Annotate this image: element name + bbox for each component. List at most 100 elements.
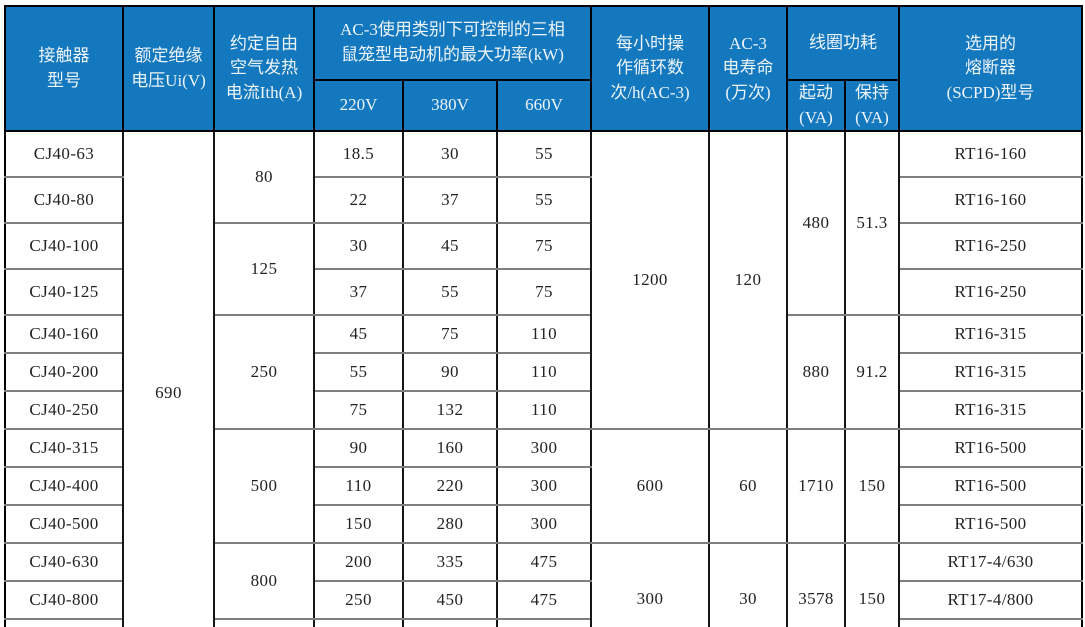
- ith-group-cell: 1000: [213, 618, 315, 627]
- power-380-cell: 160: [402, 428, 498, 469]
- model-cell: CJ40-100: [4, 222, 124, 271]
- power-660-cell: 300: [496, 466, 592, 507]
- table-row: CJ40-125 37 55 75 RT16-250: [4, 268, 1083, 317]
- insulation-voltage-cell: 690: [122, 130, 215, 627]
- power-660-cell: 300: [496, 428, 592, 469]
- table-row: CJ40-630 800 200 335 475 300 30 3578 150…: [4, 542, 1083, 627]
- cycles-group-cell: 1200: [590, 130, 710, 431]
- life-group-cell: 120: [708, 130, 788, 431]
- header-operating-cycles-per-hour: 每小时操 作循环数 次/h(AC-3): [590, 4, 710, 133]
- power-380-cell: 90: [402, 352, 498, 393]
- contactor-spec-table: 接触器 型号 额定绝缘 电压Ui(V) 约定自由 空气发热 电流Ith(A) A…: [4, 4, 1083, 627]
- power-380-cell: 30: [402, 130, 498, 179]
- fuse-cell: RT16-500: [898, 466, 1083, 507]
- coil-hold-group-cell: 91.2: [844, 314, 900, 431]
- power-380-cell: 625: [402, 618, 498, 627]
- fuse-cell: RT16-500: [898, 504, 1083, 545]
- table-row: CJ40-500 150 280 300 RT16-500: [4, 504, 1083, 545]
- table-row: CJ40-800 250 450 475 RT17-4/800: [4, 580, 1083, 621]
- fuse-cell: RT17-4/800: [898, 580, 1083, 621]
- fuse-cell: RT16-160: [898, 176, 1083, 225]
- power-380-cell: 450: [402, 580, 498, 621]
- subheader-coil-start-va: 起动 (VA): [786, 78, 846, 133]
- coil-hold-group-cell: 150: [844, 542, 900, 627]
- subheader-380v: 380V: [402, 78, 498, 133]
- model-cell: CJ40-80: [4, 176, 124, 225]
- model-cell: CJ40-125: [4, 268, 124, 317]
- power-220-cell: 75: [313, 390, 404, 431]
- power-660-cell: 75: [496, 222, 592, 271]
- table-row: CJ40-315 500 90 160 300 600 60 1710 150 …: [4, 428, 1083, 545]
- power-380-cell: 55: [402, 268, 498, 317]
- model-cell: CJ40-630: [4, 542, 124, 583]
- fuse-cell: RT17-4/630: [898, 542, 1083, 583]
- header-ac3-max-motor-power: AC-3使用类别下可控制的三相 鼠笼型电动机的最大功率(kW): [313, 5, 592, 81]
- power-220-cell: 45: [313, 314, 404, 355]
- power-220-cell: 30: [313, 222, 404, 271]
- coil-start-group-cell: 3578: [786, 542, 846, 627]
- model-cell: CJ40-250: [4, 390, 124, 431]
- fuse-cell: RT16-250: [898, 222, 1083, 271]
- power-660-cell: 475: [496, 542, 592, 583]
- power-220-cell: 110: [313, 466, 404, 507]
- power-380-cell: 220: [402, 466, 498, 507]
- power-380-cell: 335: [402, 542, 498, 583]
- fuse-cell: RT16-500: [898, 428, 1083, 469]
- table-body: CJ40-63 690 80 18.5 30 55 1200 120 480 5…: [4, 130, 1083, 627]
- table-row: CJ40-1000 1000 360 625 475 RT17-4/1250(1…: [4, 618, 1083, 627]
- power-220-cell: 360: [313, 618, 404, 627]
- power-220-cell: 55: [313, 352, 404, 393]
- model-cell: CJ40-63: [4, 130, 124, 179]
- fuse-cell: RT16-160: [898, 130, 1083, 179]
- coil-start-group-cell: 880: [786, 314, 846, 431]
- ith-group-cell: 250: [213, 314, 315, 431]
- fuse-cell: RT17-4/1250(1000): [898, 618, 1083, 627]
- model-cell: CJ40-1000: [4, 618, 124, 627]
- fuse-cell: RT16-315: [898, 314, 1083, 355]
- ith-group-cell: 500: [213, 428, 315, 545]
- model-cell: CJ40-500: [4, 504, 124, 545]
- cycles-group-cell: 600: [590, 428, 710, 545]
- table-row: CJ40-160 250 45 75 110 880 91.2 RT16-315: [4, 314, 1083, 431]
- power-220-cell: 250: [313, 580, 404, 621]
- coil-hold-group-cell: 150: [844, 428, 900, 545]
- power-660-cell: 55: [496, 176, 592, 225]
- ith-group-cell: 800: [213, 542, 315, 621]
- coil-start-group-cell: 480: [786, 130, 846, 317]
- header-coil-power-consumption: 线圈功耗: [786, 5, 900, 81]
- fuse-cell: RT16-315: [898, 352, 1083, 393]
- ith-group-cell: 125: [213, 222, 315, 317]
- power-220-cell: 200: [313, 542, 404, 583]
- power-220-cell: 18.5: [313, 130, 404, 179]
- model-cell: CJ40-160: [4, 314, 124, 355]
- header-conventional-thermal-current: 约定自由 空气发热 电流Ith(A): [213, 4, 315, 133]
- power-660-cell: 55: [496, 130, 592, 179]
- power-380-cell: 45: [402, 222, 498, 271]
- header-recommended-fuse-scpd: 选用的 熔断器 (SCPD)型号: [898, 4, 1083, 133]
- model-cell: CJ40-315: [4, 428, 124, 469]
- table-row: CJ40-250 75 132 110 RT16-315: [4, 390, 1083, 431]
- power-660-cell: 75: [496, 268, 592, 317]
- fuse-cell: RT16-315: [898, 390, 1083, 431]
- model-cell: CJ40-800: [4, 580, 124, 621]
- power-660-cell: 110: [496, 390, 592, 431]
- power-660-cell: 300: [496, 504, 592, 545]
- table-row: CJ40-80 22 37 55 RT16-160: [4, 176, 1083, 225]
- coil-hold-group-cell: 51.3: [844, 130, 900, 317]
- coil-start-group-cell: 1710: [786, 428, 846, 545]
- table-row: CJ40-100 125 30 45 75 RT16-250: [4, 222, 1083, 317]
- power-660-cell: 475: [496, 618, 592, 627]
- ith-group-cell: 80: [213, 130, 315, 225]
- power-380-cell: 280: [402, 504, 498, 545]
- life-group-cell: 30: [708, 542, 788, 627]
- power-220-cell: 90: [313, 428, 404, 469]
- power-380-cell: 132: [402, 390, 498, 431]
- power-220-cell: 150: [313, 504, 404, 545]
- life-group-cell: 60: [708, 428, 788, 545]
- table-row: CJ40-200 55 90 110 RT16-315: [4, 352, 1083, 393]
- model-cell: CJ40-400: [4, 466, 124, 507]
- power-660-cell: 110: [496, 352, 592, 393]
- header-rated-insulation-voltage: 额定绝缘 电压Ui(V): [122, 4, 215, 133]
- subheader-660v: 660V: [496, 78, 592, 133]
- table-header: 接触器 型号 额定绝缘 电压Ui(V) 约定自由 空气发热 电流Ith(A) A…: [4, 4, 1083, 133]
